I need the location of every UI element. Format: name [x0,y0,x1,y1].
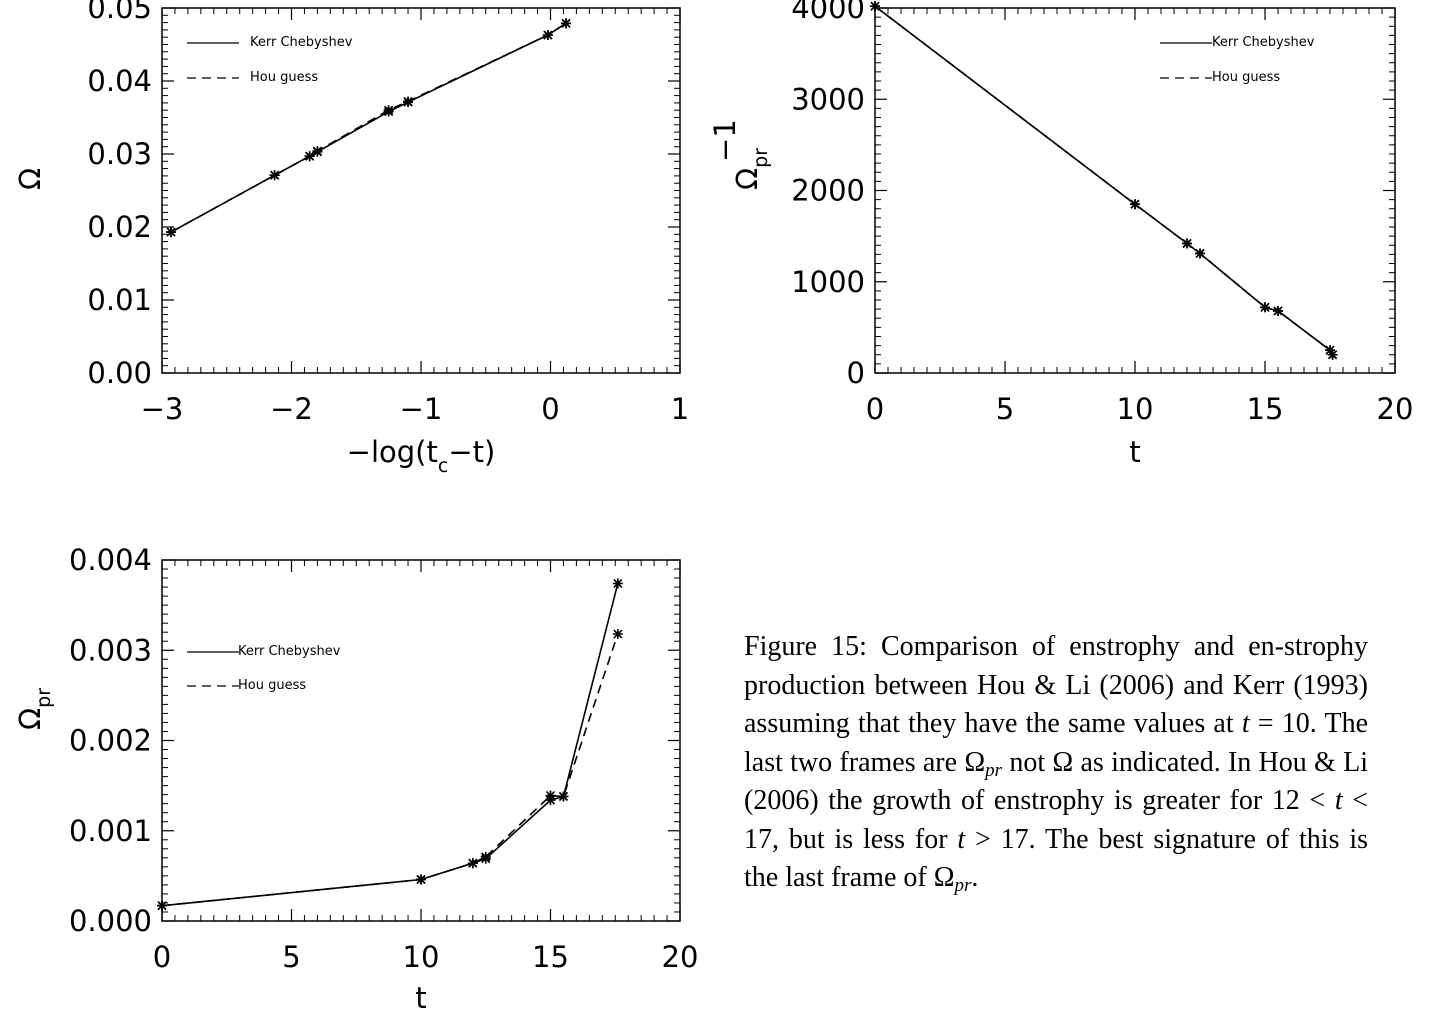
series-line-hou-guess [161,633,619,907]
caption-label: Figure 15: [744,631,867,662]
y-tick-label: 0.004 [69,543,152,577]
omega-chart: −3 −2 −1 0 1 0.00 0.01 0.02 0.03 0.04 0.05 −log(tc−… [13,0,689,477]
y-tick-label: 4000 [791,0,865,25]
caption-var-t: t [1241,708,1250,739]
caption-omega: Ω [964,746,986,778]
x-tick-label: 0 [153,940,171,974]
figure-caption: Figure 15: Comparison of enstrophy and e… [744,628,1368,898]
data-point-marker [269,170,280,181]
y-tick-label: 0.003 [69,633,152,667]
data-point-marker [480,851,491,862]
plot-frame [161,7,681,374]
x-axis-title: t [1129,435,1140,469]
y-tick-label: 0.00 [87,356,152,390]
y-tick-label: 0.03 [87,137,152,171]
y-tick-label: 0.05 [87,0,152,25]
caption-text-4: < 17, but is less for [744,785,1368,855]
caption-var-t: t [957,823,966,855]
x-tick-label: 5 [996,392,1014,426]
series-line-hou-guess [170,22,567,233]
x-tick-label: 10 [1117,392,1154,426]
x-tick-label: 15 [1247,392,1284,426]
data-point-marker [467,858,478,869]
legend-label: Kerr Chebyshev [1212,35,1315,50]
x-axis-title: t [415,981,426,1015]
x-tick-label: 0 [866,392,884,426]
x-tick-label: 10 [403,940,440,974]
data-point-marker [157,900,167,911]
caption-pr: pr [954,875,972,896]
x-tick-label: 0 [541,392,559,426]
data-point-marker [304,151,315,162]
omega-pr-inverse-chart: 0 5 10 15 20 0 1000 2000 3000 4000 t Ωpr−1 Kerr Cheb… [708,0,1414,469]
caption-var-t: t [1334,785,1343,816]
caption-text-6: . [971,862,979,893]
y-tick-label: 0.001 [69,814,152,848]
x-axis-title: −log(tc−t) [347,435,496,477]
x-tick-label: −3 [141,392,184,426]
series-line-kerr-chebyshev [161,583,619,907]
omega-pr-chart: 0 5 10 15 20 0.000 0.001 0.002 0.003 0.004 t Ωpr Ker… [13,543,699,1015]
data-point-marker [545,790,556,801]
caption-text-2: = 10. The last two frames are [744,708,1368,778]
legend-label: Hou guess [250,70,318,85]
x-tick-label: 15 [532,940,569,974]
data-point-marker [558,791,569,802]
x-tick-label: −2 [270,392,313,426]
y-tick-label: 0.04 [87,64,152,98]
legend-label: Kerr Chebyshev [250,35,353,50]
caption-pr: pr [985,759,1003,781]
caption-text-5: > 17. The best signature of this is the … [744,823,1368,894]
data-point-marker [403,96,414,107]
x-tick-label: 20 [662,940,699,974]
data-point-marker [383,105,394,116]
x-tick-label: 1 [671,392,689,426]
x-tick-label: 5 [282,940,300,974]
legend-label: Hou guess [238,678,306,693]
data-point-marker [612,629,623,640]
y-axis-title: Ω [13,168,47,190]
x-tick-label: 20 [1377,392,1414,426]
y-axis-title: Ωpr−1 [708,119,772,190]
data-point-marker [1260,302,1270,313]
caption-text-3: not Ω as indicated. In Hou & Li (2006) t… [744,746,1368,817]
data-point-marker [1130,199,1140,210]
y-axis-title: Ωpr [13,688,55,730]
data-point-marker [1325,345,1335,356]
y-tick-label: 0.02 [87,210,152,244]
caption-text-1: Comparison of enstrophy and en-strophy p… [744,631,1368,739]
y-tick-label: 2000 [791,174,865,208]
plot-frame [874,7,1396,374]
data-point-marker [1182,238,1192,249]
data-point-marker [166,227,177,238]
y-tick-label: 0.01 [87,283,152,317]
y-tick-label: 0.002 [69,724,152,758]
data-point-marker [612,578,623,589]
y-tick-label: 3000 [791,82,865,116]
data-point-marker [312,146,323,157]
data-point-marker [416,874,426,885]
data-point-marker [561,18,572,29]
caption-omega: Ω [933,862,955,893]
data-point-marker [542,30,553,41]
data-point-marker [1273,305,1283,316]
y-tick-label: 1000 [791,265,865,299]
x-tick-label: −1 [400,392,443,426]
legend-label: Hou guess [1212,70,1280,85]
legend-label: Kerr Chebyshev [238,644,341,659]
y-tick-label: 0 [847,356,865,390]
plot-frame [161,559,681,922]
series-line-hou-guess [874,5,1334,356]
data-point-marker [1195,248,1205,259]
y-tick-label: 0.000 [69,904,152,938]
data-point-marker [1327,349,1338,360]
data-point-marker [870,1,880,12]
